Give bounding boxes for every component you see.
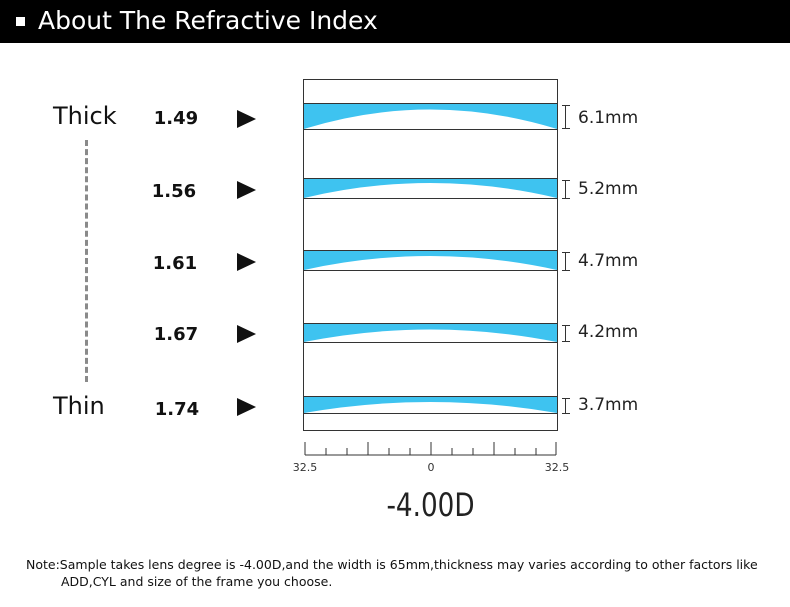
note-line-2: ADD,CYL and size of the frame you choose…	[61, 574, 333, 589]
lens-profile-1	[304, 104, 557, 129]
index-value-5: 1.74	[154, 399, 200, 420]
divider-line	[304, 342, 557, 343]
arrow-right-icon	[237, 398, 256, 416]
divider-line	[304, 413, 557, 414]
divider-line	[304, 270, 557, 271]
lens-profile-4	[304, 324, 557, 342]
dashed-scale-line	[85, 140, 88, 382]
thin-label: Thin	[53, 392, 105, 420]
divider-line	[304, 250, 557, 251]
lens-profile-3	[304, 251, 557, 270]
thickness-bracket-icon	[562, 398, 570, 414]
width-ruler	[304, 442, 557, 456]
thickness-bracket-icon	[562, 105, 570, 129]
square-bullet-icon	[16, 17, 25, 26]
lens-comparison-frame	[303, 79, 558, 431]
thickness-bracket-icon	[562, 252, 570, 271]
thickness-bracket-icon	[562, 180, 570, 199]
thickness-bracket-icon	[562, 325, 570, 342]
page-title: About The Refractive Index	[38, 6, 378, 35]
thickness-value-1: 6.1mm	[578, 108, 639, 128]
thick-label: Thick	[53, 102, 117, 130]
divider-line	[304, 103, 557, 104]
ruler-label-right: 32.5	[544, 461, 570, 474]
arrow-right-icon	[237, 253, 256, 271]
note-line-1: Note:Sample takes lens degree is -4.00D,…	[26, 557, 758, 572]
lens-profile-2	[304, 179, 557, 198]
index-value-2: 1.56	[151, 181, 197, 202]
index-value-1: 1.49	[153, 108, 199, 129]
divider-line	[304, 178, 557, 179]
divider-line	[304, 323, 557, 324]
thickness-value-3: 4.7mm	[578, 251, 639, 271]
header-bar: About The Refractive Index	[0, 0, 790, 43]
divider-line	[304, 198, 557, 199]
lens-degree-label: -4.00D	[386, 486, 475, 524]
thickness-value-4: 4.2mm	[578, 322, 639, 342]
divider-line	[304, 129, 557, 130]
index-value-3: 1.61	[152, 253, 198, 274]
note-text: Note:Sample takes lens degree is -4.00D,…	[26, 556, 766, 590]
arrow-right-icon	[237, 110, 256, 128]
ruler-label-center: 0	[427, 461, 435, 474]
lens-profile-5	[304, 397, 557, 413]
ruler-label-left: 32.5	[292, 461, 318, 474]
arrow-right-icon	[237, 325, 256, 343]
thickness-value-5: 3.7mm	[578, 395, 639, 415]
arrow-right-icon	[237, 181, 256, 199]
thickness-value-2: 5.2mm	[578, 179, 639, 199]
divider-line	[304, 396, 557, 397]
index-value-4: 1.67	[153, 324, 199, 345]
